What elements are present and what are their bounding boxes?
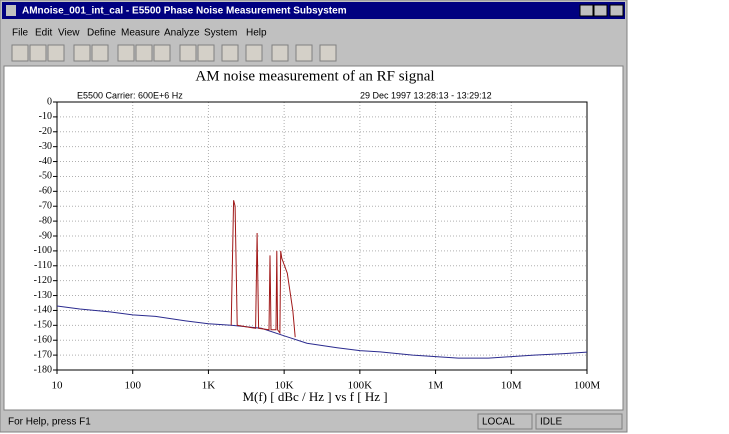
status-panel: [477, 413, 533, 430]
toolbar-button[interactable]: [153, 44, 171, 62]
y-tick-label: -160: [34, 335, 52, 346]
toolbar-button[interactable]: [295, 44, 313, 62]
menu-item[interactable]: Define: [87, 28, 116, 39]
data-line: [56, 305, 588, 359]
menu-item[interactable]: Edit: [35, 28, 52, 39]
subtitle-right: 29 Dec 1997 13:28:13 - 13:29:12: [360, 90, 492, 100]
minimize-button[interactable]: [579, 4, 594, 17]
x-tick-label: 100: [124, 380, 141, 392]
chart-panel: [3, 65, 624, 411]
x-tick-label: 1K: [202, 380, 216, 392]
y-tick-label: 0: [47, 96, 52, 107]
y-tick-label: -170: [34, 349, 52, 360]
x-tick-label: 10K: [275, 380, 294, 392]
toolbar-button[interactable]: [197, 44, 215, 62]
y-tick-label: -180: [34, 364, 52, 375]
menu-item[interactable]: Measure: [121, 28, 160, 39]
y-tick-label: -110: [34, 260, 52, 271]
window-title: AMnoise_001_int_cal - E5500 Phase Noise …: [22, 6, 347, 17]
menu-item[interactable]: File: [12, 28, 29, 39]
toolbar-button[interactable]: [245, 44, 263, 62]
status-help: For Help, press F1: [8, 417, 91, 428]
y-tick-label: -30: [39, 141, 52, 152]
toolbar-button[interactable]: [319, 44, 337, 62]
status-mode: LOCAL: [482, 417, 515, 428]
y-tick-label: -100: [34, 245, 52, 256]
toolbar-button[interactable]: [73, 44, 91, 62]
y-tick-label: -20: [39, 126, 52, 137]
y-tick-label: -80: [39, 215, 52, 226]
toolbar-button[interactable]: [29, 44, 47, 62]
close-button[interactable]: [609, 4, 624, 17]
toolbar-button[interactable]: [271, 44, 289, 62]
plot-frame: [56, 101, 588, 371]
menu-item[interactable]: System: [204, 28, 237, 39]
toolbar-button[interactable]: [221, 44, 239, 62]
toolbar-button[interactable]: [135, 44, 153, 62]
menu-item[interactable]: Analyze: [164, 28, 200, 39]
y-tick-label: -90: [39, 230, 52, 241]
x-tick-label: 100M: [574, 380, 601, 392]
y-tick-label: -140: [34, 305, 52, 316]
y-tick-label: -150: [34, 320, 52, 331]
plot: 0 -10 -20 -30 -40 -50 -60 -70 -80 -90 -100 -110 -120…: [34, 96, 601, 391]
x-tick-label: 10M: [501, 380, 522, 392]
y-tick-label: -60: [39, 186, 52, 197]
toolbar-button[interactable]: [47, 44, 65, 62]
data-line: [230, 200, 296, 338]
toolbar: [11, 44, 337, 62]
status-state: IDLE: [540, 417, 563, 428]
toolbar-button[interactable]: [117, 44, 135, 62]
status-panel: [535, 413, 623, 430]
y-tick-label: -40: [39, 156, 52, 167]
x-tick-label: 100K: [348, 380, 373, 392]
x-tick-label: 1M: [428, 380, 444, 392]
y-tick-label: -50: [39, 171, 52, 182]
y-tick-label: -70: [39, 201, 52, 212]
menu-item[interactable]: Help: [246, 28, 267, 39]
subtitle-left: E5500 Carrier: 600E+6 Hz: [77, 90, 183, 100]
window-controls: [579, 4, 624, 17]
app-icon: [6, 5, 16, 16]
x-axis-label: M(f) [ dBc / Hz ] vs f [ Hz ]: [242, 389, 387, 404]
menu-item[interactable]: View: [58, 28, 80, 39]
y-tick-label: -120: [34, 275, 52, 286]
toolbar-button[interactable]: [91, 44, 109, 62]
y-tick-label: -10: [39, 111, 52, 122]
y-tick-label: -130: [34, 290, 52, 301]
status-bar: For Help, press F1 LOCAL IDLE: [8, 413, 623, 430]
menu-bar: File Edit View Define Measure Analyze System He…: [12, 28, 267, 39]
maximize-button[interactable]: [593, 4, 608, 17]
x-tick-label: 10: [52, 380, 64, 392]
title-bar: [2, 2, 625, 19]
toolbar-button[interactable]: [11, 44, 29, 62]
toolbar-button[interactable]: [179, 44, 197, 62]
chart-title: AM noise measurement of an RF signal: [195, 68, 434, 84]
